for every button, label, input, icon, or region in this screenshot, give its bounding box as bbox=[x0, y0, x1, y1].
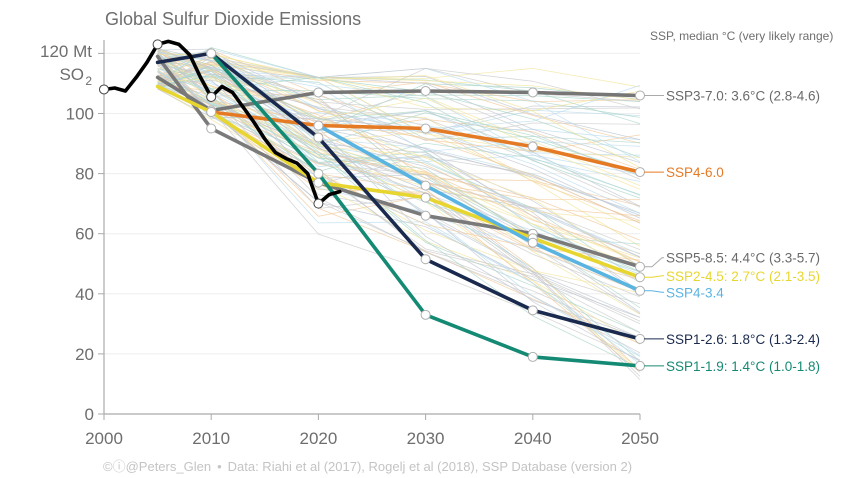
y-tick-label-20: 20 bbox=[75, 345, 94, 364]
y-tick-label-60: 60 bbox=[75, 225, 94, 244]
series-label-ssp4-3-4: SSP4-3.4 bbox=[666, 285, 724, 300]
series-label-ssp5-8-5: SSP5-8.5: 4.4°C (3.3-5.7) bbox=[666, 251, 820, 266]
background-scenario-lines bbox=[157, 47, 641, 380]
background-scenario-line bbox=[157, 49, 641, 144]
background-scenario-line bbox=[157, 87, 641, 251]
historical-point-2005 bbox=[152, 39, 163, 50]
background-scenario-line bbox=[157, 69, 641, 254]
x-tick-label-2020: 2020 bbox=[299, 429, 337, 448]
series-line-ssp3-7-0 bbox=[155, 75, 642, 113]
label-leader-ssp5-8-5 bbox=[644, 257, 664, 268]
data-point-ssp4-6-0-2050 bbox=[635, 167, 645, 178]
series-ssp1-1-9 bbox=[206, 48, 645, 371]
historical-line bbox=[102, 39, 342, 206]
data-point-ssp1-1-9-2030 bbox=[420, 309, 431, 320]
background-scenario-line bbox=[157, 65, 641, 177]
historical-point-2000 bbox=[99, 84, 109, 95]
series-line-ssp1-2-6 bbox=[155, 51, 642, 341]
data-point-ssp3-7-0-2020 bbox=[313, 87, 324, 98]
background-scenario-line bbox=[157, 47, 641, 371]
y-tick-label-40: 40 bbox=[75, 285, 94, 304]
data-point-ssp5-8-5-2050 bbox=[635, 261, 645, 272]
background-scenario-line bbox=[157, 76, 641, 173]
data-point-ssp3-7-0-2040 bbox=[527, 87, 538, 98]
background-scenario-line bbox=[157, 88, 641, 219]
data-point-ssp1-2-6-2040 bbox=[527, 305, 538, 316]
data-point-ssp3-7-0-2030 bbox=[420, 85, 431, 96]
y-axis-label: 120 Mt SO 2 bbox=[40, 42, 92, 88]
data-point-ssp4-3-4-2030 bbox=[420, 180, 431, 191]
data-point-ssp1-2-6-2020 bbox=[313, 132, 324, 143]
background-scenario-line bbox=[157, 47, 641, 258]
series-line-ssp4-3-4 bbox=[316, 123, 642, 293]
background-scenario-line bbox=[157, 64, 641, 180]
background-scenario-line bbox=[157, 48, 641, 292]
series-label-ssp3-7-0: SSP3-7.0: 3.6°C (2.8-4.6) bbox=[666, 88, 820, 103]
footer-bullet: • bbox=[217, 459, 222, 474]
footer-author: @Peters_Glen bbox=[126, 459, 211, 474]
footer-source: Data: Riahi et al (2017), Rogelj et al (… bbox=[228, 459, 632, 474]
x-tick-label-2030: 2030 bbox=[407, 429, 445, 448]
background-scenario-line bbox=[157, 61, 641, 153]
background-scenario-line bbox=[157, 51, 641, 141]
data-point-ssp1-2-6-2050 bbox=[635, 333, 645, 344]
background-scenario-line bbox=[157, 70, 641, 365]
series-label-ssp1-1-9: SSP1-1.9: 1.4°C (1.0-1.8) bbox=[666, 359, 820, 374]
chart-title: Global Sulfur Dioxide Emissions bbox=[105, 9, 361, 29]
data-point-ssp1-1-9-2020 bbox=[313, 168, 324, 179]
legend-title: SSP, median °C (very likely range) bbox=[650, 29, 833, 43]
ssp-series bbox=[155, 48, 645, 371]
data-point-ssp5-8-5-2010 bbox=[206, 123, 217, 134]
data-point-ssp1-1-9-2040 bbox=[527, 351, 538, 362]
background-scenario-line bbox=[157, 80, 641, 294]
y-axis-label-top: 120 Mt bbox=[40, 42, 92, 61]
data-point-ssp4-3-4-2020 bbox=[313, 120, 324, 131]
background-scenario-line bbox=[157, 60, 641, 263]
x-tick-label-2000: 2000 bbox=[85, 429, 123, 448]
series-ssp2-4-5 bbox=[155, 84, 645, 283]
data-point-ssp1-2-6-2030 bbox=[420, 254, 431, 265]
historical-series bbox=[99, 39, 342, 209]
footer-text: ©ⓘ@Peters_Glen • Data: Riahi et al (2017),… bbox=[103, 459, 632, 474]
label-leader-ssp2-4-5 bbox=[644, 275, 664, 278]
footer: ©ⓘ@Peters_Glen • Data: Riahi et al (2017),… bbox=[103, 459, 632, 474]
license-icons: ©ⓘ bbox=[103, 459, 126, 474]
background-scenario-line bbox=[157, 69, 641, 373]
data-point-ssp3-7-0-2050 bbox=[635, 90, 645, 101]
historical-point-2020 bbox=[313, 198, 324, 209]
background-scenario-line bbox=[157, 74, 641, 118]
data-point-ssp1-1-9-2010 bbox=[206, 48, 217, 59]
x-tick-label-2040: 2040 bbox=[514, 429, 552, 448]
y-tick-label-0: 0 bbox=[85, 405, 94, 424]
background-scenario-line bbox=[157, 56, 641, 110]
data-point-ssp2-4-5-2050 bbox=[635, 272, 645, 283]
data-point-ssp4-3-4-2040 bbox=[527, 237, 538, 248]
x-tick-label-2050: 2050 bbox=[621, 429, 659, 448]
data-point-ssp1-1-9-2050 bbox=[635, 360, 645, 371]
data-point-ssp4-3-4-2050 bbox=[635, 285, 645, 296]
y-tick-label-100: 100 bbox=[66, 105, 94, 124]
y-axis-label-so: SO bbox=[59, 65, 84, 84]
series-label-ssp1-2-6: SSP1-2.6: 1.8°C (1.3-2.4) bbox=[666, 332, 820, 347]
background-scenario-line bbox=[157, 61, 641, 318]
data-point-ssp4-6-0-2040 bbox=[527, 141, 538, 152]
series-label-ssp4-6-0: SSP4-6.0 bbox=[666, 165, 724, 180]
historical-point-2010 bbox=[206, 91, 217, 102]
y-tick-label-80: 80 bbox=[75, 165, 94, 184]
series-line-ssp2-4-5 bbox=[155, 84, 642, 280]
series-label-ssp2-4-5: SSP2-4.5: 2.7°C (2.1-3.5) bbox=[666, 269, 820, 284]
background-scenario-line bbox=[157, 48, 641, 140]
x-tick-label-2010: 2010 bbox=[192, 429, 230, 448]
series-labels: SSP3-7.0: 3.6°C (2.8-4.6) SSP4-6.0 SSP5-8.… bbox=[644, 88, 820, 374]
label-leader-ssp4-3-4 bbox=[644, 290, 664, 293]
data-point-ssp4-6-0-2030 bbox=[420, 123, 431, 134]
data-point-ssp5-8-5-2030 bbox=[420, 210, 431, 221]
data-point-ssp2-4-5-2030 bbox=[420, 192, 431, 203]
data-point-ssp2-4-5-2010 bbox=[206, 106, 217, 117]
y-axis-label-subscript: 2 bbox=[85, 74, 92, 88]
background-scenario-line bbox=[157, 52, 641, 263]
